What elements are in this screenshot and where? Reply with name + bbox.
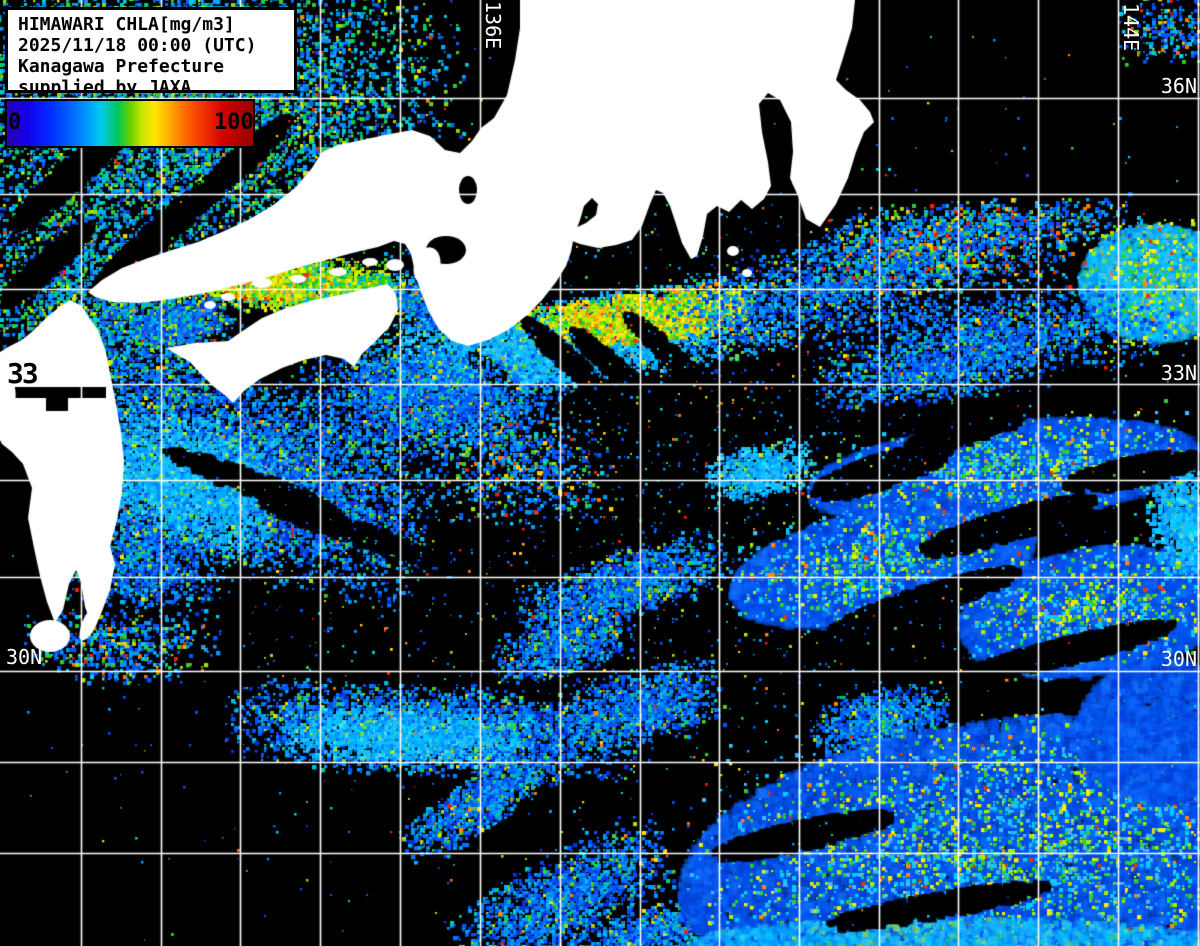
latitude-label-36n-right: 36N — [1160, 74, 1197, 98]
longitude-label-136e: 136E — [481, 1, 505, 50]
legend-source: supplied by JAXA — [18, 77, 192, 98]
legend-box: HIMAWARI CHLA[mg/m3] 2025/11/18 00:00 (U… — [5, 7, 297, 98]
legend-timestamp: 2025/11/18 00:00 (UTC) — [18, 35, 257, 56]
legend-title: HIMAWARI CHLA[mg/m3] — [18, 14, 235, 35]
latitude-label-33n-right: 33N — [1160, 361, 1197, 385]
legend-region: Kanagawa Prefecture — [18, 56, 224, 77]
colorbar-min-label: 0 — [8, 110, 22, 135]
longitude-label-144e: 144E — [1119, 3, 1143, 52]
latitude-label-33-left: 33 — [7, 357, 39, 390]
latitude-label-30n-right: 30N — [1160, 647, 1197, 671]
latitude-label-30n-left: 30N — [6, 645, 43, 669]
colorbar-max-label: 100 — [214, 110, 254, 135]
colorbar-gradient — [5, 99, 255, 148]
